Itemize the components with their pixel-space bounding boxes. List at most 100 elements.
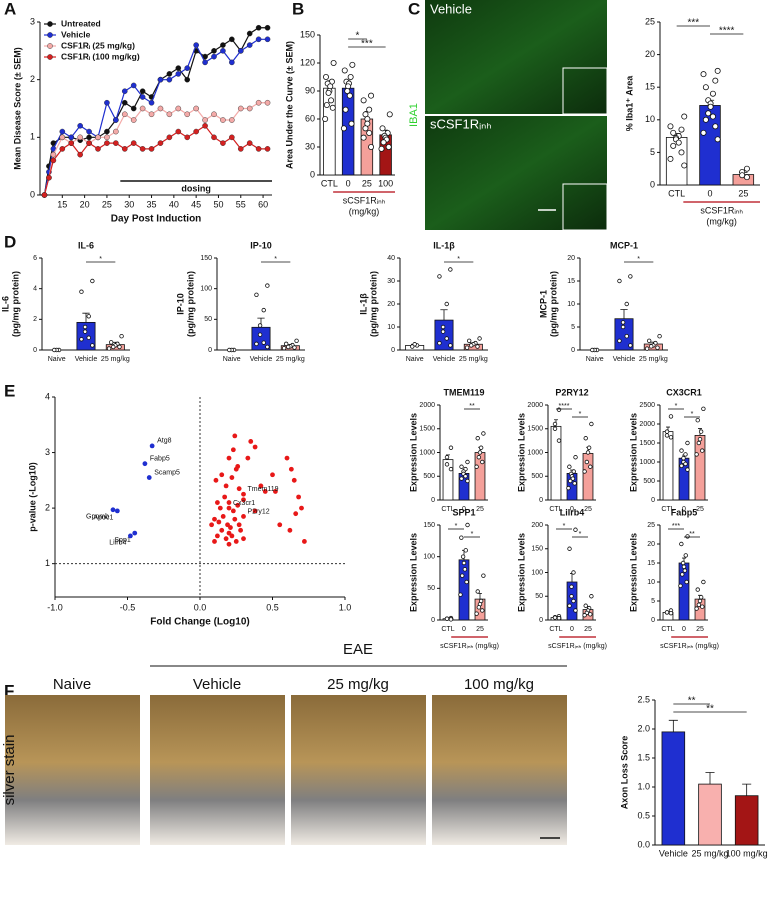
data-point <box>469 343 474 348</box>
data-point <box>589 594 594 599</box>
panel-label: A <box>4 0 16 18</box>
data-point <box>681 456 686 461</box>
data-point <box>670 142 677 149</box>
data-point <box>570 476 576 481</box>
data-point <box>142 461 148 467</box>
data-point <box>235 502 241 508</box>
y-axis-label: IP-10 <box>175 293 185 315</box>
data-point <box>681 113 688 120</box>
data-point <box>261 307 266 313</box>
data-point <box>573 527 578 532</box>
legend-marker <box>47 32 53 38</box>
y-tick-label: 2 <box>30 74 35 84</box>
y-tick-label: 1000 <box>639 459 655 466</box>
y-axis-unit: (pg/mg protein) <box>10 271 20 337</box>
data-point <box>90 343 95 348</box>
data-point <box>212 539 217 544</box>
y-axis-label: Expression Levels <box>628 533 638 612</box>
group-label: sCSF1Rᵢₙₕ <box>700 205 743 215</box>
bar <box>694 434 706 501</box>
series-point <box>148 111 155 118</box>
y-tick-label: 25 <box>645 16 655 26</box>
bar <box>662 431 674 501</box>
data-point <box>380 139 387 146</box>
y-tick-label: 0 <box>650 179 655 189</box>
series-point <box>184 65 191 71</box>
series-point <box>157 140 164 146</box>
y-tick-label: 3 <box>30 16 35 26</box>
data-point <box>254 341 259 347</box>
data-point <box>444 336 449 341</box>
series-point <box>237 105 244 112</box>
panel-label: D <box>4 232 16 251</box>
x-tick-label: 25 <box>362 178 372 188</box>
series-point <box>113 140 119 146</box>
x-tick-label: 15 <box>57 199 67 209</box>
x-tick-label: 100 <box>378 178 393 188</box>
y-tick-label: 1500 <box>639 440 655 447</box>
y-tick-label: 20 <box>567 255 575 262</box>
data-point <box>127 533 133 539</box>
x-tick-label: 25 <box>696 626 704 633</box>
x-tick-label: CTL <box>441 626 454 633</box>
data-point <box>571 469 576 474</box>
data-point <box>714 136 721 143</box>
data-point <box>465 478 470 484</box>
bar <box>474 452 486 501</box>
data-point <box>707 103 714 110</box>
series-point <box>211 134 217 141</box>
data-point <box>232 433 238 439</box>
y-axis-unit: (pg/mg protein) <box>548 271 558 337</box>
series-point <box>220 42 226 48</box>
data-point <box>475 589 480 594</box>
data-point <box>683 461 688 467</box>
y-tick-label: 1.0 <box>637 781 650 791</box>
x-tick-label: 25 mg/kg <box>639 356 668 363</box>
data-point <box>444 462 450 467</box>
data-point <box>702 84 709 91</box>
y-tick-label: 15 <box>645 82 655 92</box>
y-tick-label: 100 <box>200 286 212 293</box>
group-label: sCSF1Rᵢₙₕ (mg/kg) <box>660 643 719 650</box>
data-point <box>709 113 716 120</box>
data-point <box>444 455 450 460</box>
series-point <box>148 99 155 106</box>
data-point <box>328 97 335 104</box>
data-point <box>233 539 239 544</box>
data-point <box>360 97 367 104</box>
y-tick-label: 0 <box>208 347 212 354</box>
series-point <box>68 140 75 146</box>
y-tick-label: 1500 <box>527 426 543 433</box>
data-point <box>590 347 595 353</box>
chart-title: MCP-1 <box>610 240 638 250</box>
data-point <box>701 406 706 411</box>
data-point <box>685 467 690 472</box>
series-point <box>255 24 262 31</box>
series-point <box>264 146 271 152</box>
y-tick-label: 100 <box>531 569 543 576</box>
data-point <box>458 592 463 597</box>
x-tick-label: 1.0 <box>339 602 352 612</box>
data-point <box>464 579 469 585</box>
legend-label: Vehicle <box>61 29 91 39</box>
data-point <box>322 116 329 123</box>
x-tick-label: 0 <box>570 626 574 633</box>
x-tick-label: CTL <box>661 626 674 633</box>
y-tick-label: 0 <box>571 347 575 354</box>
data-point <box>694 452 699 457</box>
data-point <box>664 610 670 615</box>
data-point <box>480 459 485 465</box>
legend-label: CSF1Rᵢ (25 mg/kg) <box>61 40 135 50</box>
data-point <box>617 278 622 284</box>
micrograph <box>425 116 607 230</box>
y-axis-label: Expression Levels <box>408 533 418 612</box>
data-point <box>683 553 688 558</box>
image-label: sCSF1Rᵢₙₕ <box>430 116 492 131</box>
significance-label: * <box>99 256 102 263</box>
data-point <box>685 440 690 446</box>
micrograph <box>5 695 140 845</box>
series-point <box>220 48 226 54</box>
y-axis-label: MCP-1 <box>538 290 548 318</box>
group-label: EAE <box>343 641 373 658</box>
y-axis-unit: (pg/mg protein) <box>185 271 195 337</box>
